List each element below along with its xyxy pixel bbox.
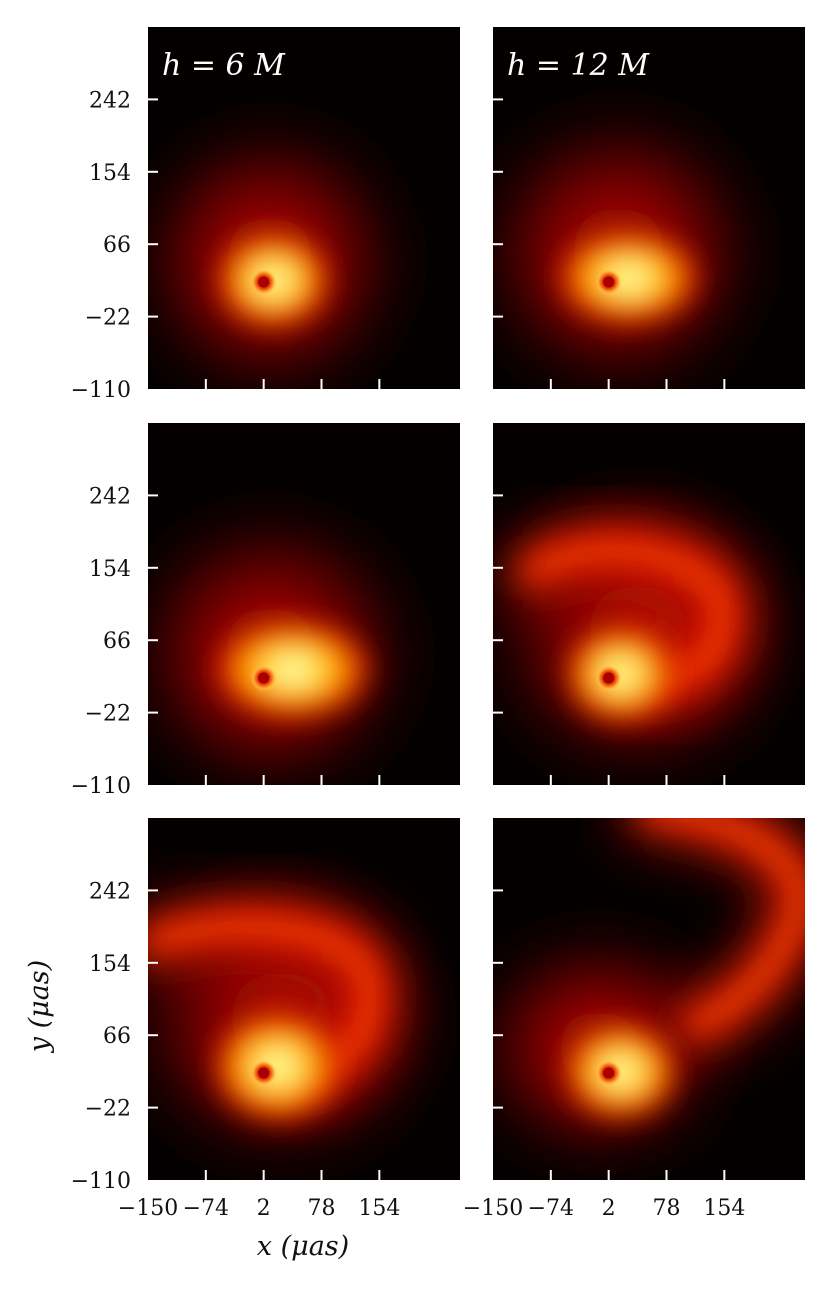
black-hole-shadow bbox=[603, 1067, 615, 1079]
x-tick-label: 78 bbox=[308, 1196, 336, 1221]
y-tick-label: −22 bbox=[85, 306, 131, 331]
y-tick-label: 66 bbox=[103, 233, 131, 258]
panel-label: h = 6 M bbox=[162, 48, 286, 83]
heatmap-panel-r1-c1 bbox=[493, 423, 805, 785]
heatmap-panel-r2-c1 bbox=[493, 818, 805, 1180]
y-tick-label: −110 bbox=[71, 774, 131, 799]
y-tick-label: −110 bbox=[71, 1169, 131, 1194]
heatmap-panel-r2-c0 bbox=[148, 818, 460, 1180]
heatmap-panel-r1-c0 bbox=[148, 423, 460, 785]
x-tick-label: 2 bbox=[602, 1196, 616, 1221]
y-tick-label: 66 bbox=[103, 629, 131, 654]
y-tick-label: −22 bbox=[85, 702, 131, 727]
emission-arc-inner bbox=[642, 818, 805, 1037]
x-tick-label: 78 bbox=[653, 1196, 681, 1221]
y-tick-label: 154 bbox=[89, 161, 131, 186]
y-tick-label: 66 bbox=[103, 1024, 131, 1049]
y-tick-label: −110 bbox=[71, 378, 131, 403]
black-hole-shadow bbox=[603, 276, 615, 288]
panel-label: h = 12 M bbox=[507, 48, 650, 83]
y-tick-label: −22 bbox=[85, 1097, 131, 1122]
x-tick-label: −150 bbox=[118, 1196, 178, 1221]
emission-core bbox=[552, 228, 705, 328]
heatmap-panel-r0-c1: h = 12 M bbox=[493, 27, 805, 389]
x-tick-label: −74 bbox=[528, 1196, 574, 1221]
x-tick-label: 2 bbox=[257, 1196, 271, 1221]
black-hole-shadow bbox=[603, 672, 615, 684]
x-tick-label: 154 bbox=[358, 1196, 400, 1221]
x-tick-label: 154 bbox=[703, 1196, 745, 1221]
y-tick-label: 242 bbox=[89, 88, 131, 113]
y-axis-label: y (μas) bbox=[24, 960, 55, 1053]
heatmap-panel-r0-c0: h = 6 M bbox=[148, 27, 460, 389]
y-tick-label: 242 bbox=[89, 484, 131, 509]
y-tick-label: 154 bbox=[89, 557, 131, 582]
x-axis-label: x (μas) bbox=[257, 1231, 349, 1262]
y-tick-label: 154 bbox=[89, 952, 131, 977]
black-hole-shadow bbox=[258, 672, 270, 684]
x-tick-label: −150 bbox=[463, 1196, 523, 1221]
y-tick-label: 242 bbox=[89, 879, 131, 904]
black-hole-shadow bbox=[258, 276, 270, 288]
emission-arc-inner bbox=[521, 537, 736, 693]
x-tick-label: −74 bbox=[183, 1196, 229, 1221]
emission-core bbox=[208, 1008, 346, 1125]
black-hole-shadow bbox=[258, 1067, 270, 1079]
emission-core bbox=[208, 617, 377, 723]
